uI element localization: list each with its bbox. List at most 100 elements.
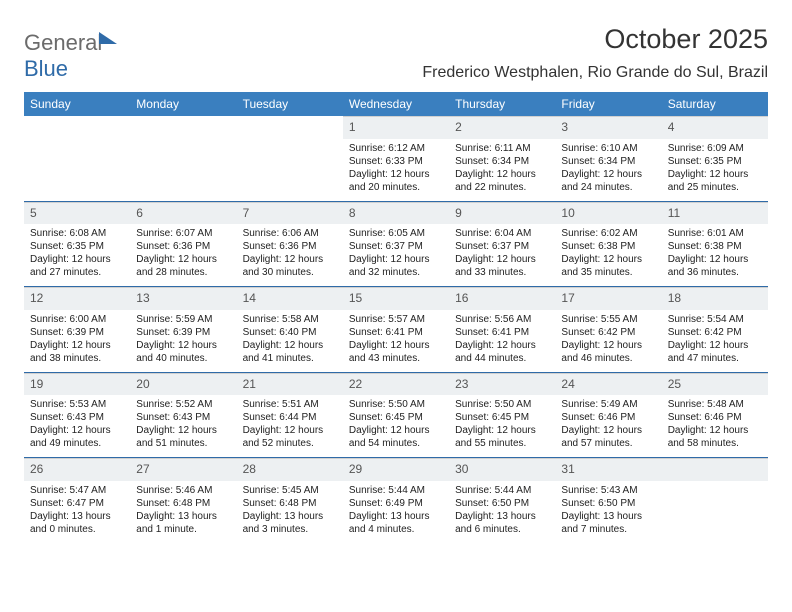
calendar-cell: 23Sunrise: 5:50 AMSunset: 6:45 PMDayligh… — [449, 372, 555, 458]
calendar-cell: 10Sunrise: 6:02 AMSunset: 6:38 PMDayligh… — [555, 201, 661, 287]
day-data: Sunrise: 5:56 AMSunset: 6:41 PMDaylight:… — [449, 310, 555, 372]
day-data: Sunrise: 5:57 AMSunset: 6:41 PMDaylight:… — [343, 310, 449, 372]
day-number: 5 — [24, 202, 130, 225]
day-number: 6 — [130, 202, 236, 225]
location-subtitle: Frederico Westphalen, Rio Grande do Sul,… — [422, 64, 768, 82]
day-number: 29 — [343, 458, 449, 481]
day-data: Sunrise: 6:08 AMSunset: 6:35 PMDaylight:… — [24, 224, 130, 286]
calendar-cell: 5Sunrise: 6:08 AMSunset: 6:35 PMDaylight… — [24, 201, 130, 287]
calendar-row: 5Sunrise: 6:08 AMSunset: 6:35 PMDaylight… — [24, 201, 768, 287]
calendar-cell: 16Sunrise: 5:56 AMSunset: 6:41 PMDayligh… — [449, 287, 555, 373]
day-number: 25 — [662, 373, 768, 396]
day-data: Sunrise: 6:12 AMSunset: 6:33 PMDaylight:… — [343, 139, 449, 201]
calendar-cell: 2Sunrise: 6:11 AMSunset: 6:34 PMDaylight… — [449, 116, 555, 201]
day-data: Sunrise: 5:50 AMSunset: 6:45 PMDaylight:… — [343, 395, 449, 457]
day-number: 30 — [449, 458, 555, 481]
day-data: Sunrise: 6:06 AMSunset: 6:36 PMDaylight:… — [237, 224, 343, 286]
day-number: 22 — [343, 373, 449, 396]
calendar-cell: 8Sunrise: 6:05 AMSunset: 6:37 PMDaylight… — [343, 201, 449, 287]
day-data: Sunrise: 5:46 AMSunset: 6:48 PMDaylight:… — [130, 481, 236, 543]
calendar-cell: 17Sunrise: 5:55 AMSunset: 6:42 PMDayligh… — [555, 287, 661, 373]
day-data: Sunrise: 5:59 AMSunset: 6:39 PMDaylight:… — [130, 310, 236, 372]
day-number: 20 — [130, 373, 236, 396]
day-number: 3 — [555, 116, 661, 139]
weekday-header: Sunday — [24, 92, 130, 116]
day-number: 26 — [24, 458, 130, 481]
day-data: Sunrise: 5:49 AMSunset: 6:46 PMDaylight:… — [555, 395, 661, 457]
day-data: Sunrise: 6:02 AMSunset: 6:38 PMDaylight:… — [555, 224, 661, 286]
day-number: 14 — [237, 287, 343, 310]
calendar-cell: 25Sunrise: 5:48 AMSunset: 6:46 PMDayligh… — [662, 372, 768, 458]
calendar-cell: 11Sunrise: 6:01 AMSunset: 6:38 PMDayligh… — [662, 201, 768, 287]
calendar-cell — [130, 116, 236, 201]
weekday-header: Wednesday — [343, 92, 449, 116]
day-number: 24 — [555, 373, 661, 396]
weekday-header: Thursday — [449, 92, 555, 116]
calendar-cell — [24, 116, 130, 201]
weekday-header: Tuesday — [237, 92, 343, 116]
day-number: 15 — [343, 287, 449, 310]
calendar-cell: 31Sunrise: 5:43 AMSunset: 6:50 PMDayligh… — [555, 458, 661, 543]
weekday-header: Monday — [130, 92, 236, 116]
day-number: 19 — [24, 373, 130, 396]
day-data: Sunrise: 6:04 AMSunset: 6:37 PMDaylight:… — [449, 224, 555, 286]
calendar-row: 1Sunrise: 6:12 AMSunset: 6:33 PMDaylight… — [24, 116, 768, 201]
day-number: 8 — [343, 202, 449, 225]
day-data: Sunrise: 6:09 AMSunset: 6:35 PMDaylight:… — [662, 139, 768, 201]
calendar-cell: 24Sunrise: 5:49 AMSunset: 6:46 PMDayligh… — [555, 372, 661, 458]
day-data: Sunrise: 6:01 AMSunset: 6:38 PMDaylight:… — [662, 224, 768, 286]
calendar-cell: 22Sunrise: 5:50 AMSunset: 6:45 PMDayligh… — [343, 372, 449, 458]
day-number: 9 — [449, 202, 555, 225]
day-number: 10 — [555, 202, 661, 225]
calendar-row: 19Sunrise: 5:53 AMSunset: 6:43 PMDayligh… — [24, 372, 768, 458]
day-number: 11 — [662, 202, 768, 225]
calendar-cell: 21Sunrise: 5:51 AMSunset: 6:44 PMDayligh… — [237, 372, 343, 458]
day-number: 12 — [24, 287, 130, 310]
day-data: Sunrise: 5:51 AMSunset: 6:44 PMDaylight:… — [237, 395, 343, 457]
day-data: Sunrise: 5:43 AMSunset: 6:50 PMDaylight:… — [555, 481, 661, 543]
weekday-header: Friday — [555, 92, 661, 116]
day-number: 31 — [555, 458, 661, 481]
calendar-cell: 18Sunrise: 5:54 AMSunset: 6:42 PMDayligh… — [662, 287, 768, 373]
day-number: 1 — [343, 116, 449, 139]
logo-text-gray: General — [24, 30, 102, 55]
calendar-cell: 30Sunrise: 5:44 AMSunset: 6:50 PMDayligh… — [449, 458, 555, 543]
calendar-cell: 15Sunrise: 5:57 AMSunset: 6:41 PMDayligh… — [343, 287, 449, 373]
day-number: 13 — [130, 287, 236, 310]
calendar-body: 1Sunrise: 6:12 AMSunset: 6:33 PMDaylight… — [24, 116, 768, 543]
calendar-cell: 3Sunrise: 6:10 AMSunset: 6:34 PMDaylight… — [555, 116, 661, 201]
calendar-cell: 29Sunrise: 5:44 AMSunset: 6:49 PMDayligh… — [343, 458, 449, 543]
day-data: Sunrise: 5:45 AMSunset: 6:48 PMDaylight:… — [237, 481, 343, 543]
day-number: 18 — [662, 287, 768, 310]
day-data: Sunrise: 5:58 AMSunset: 6:40 PMDaylight:… — [237, 310, 343, 372]
calendar-header-row: SundayMondayTuesdayWednesdayThursdayFrid… — [24, 92, 768, 116]
calendar-row: 12Sunrise: 6:00 AMSunset: 6:39 PMDayligh… — [24, 287, 768, 373]
day-data: Sunrise: 5:44 AMSunset: 6:50 PMDaylight:… — [449, 481, 555, 543]
day-data: Sunrise: 6:07 AMSunset: 6:36 PMDaylight:… — [130, 224, 236, 286]
day-data: Sunrise: 5:55 AMSunset: 6:42 PMDaylight:… — [555, 310, 661, 372]
calendar-cell: 19Sunrise: 5:53 AMSunset: 6:43 PMDayligh… — [24, 372, 130, 458]
calendar-cell: 4Sunrise: 6:09 AMSunset: 6:35 PMDaylight… — [662, 116, 768, 201]
logo: General Blue — [24, 30, 117, 82]
day-number: 23 — [449, 373, 555, 396]
day-number: 28 — [237, 458, 343, 481]
day-data: Sunrise: 5:50 AMSunset: 6:45 PMDaylight:… — [449, 395, 555, 457]
day-data: Sunrise: 6:00 AMSunset: 6:39 PMDaylight:… — [24, 310, 130, 372]
day-data: Sunrise: 5:52 AMSunset: 6:43 PMDaylight:… — [130, 395, 236, 457]
day-number: 4 — [662, 116, 768, 139]
day-number: 27 — [130, 458, 236, 481]
calendar-cell: 28Sunrise: 5:45 AMSunset: 6:48 PMDayligh… — [237, 458, 343, 543]
calendar-cell: 27Sunrise: 5:46 AMSunset: 6:48 PMDayligh… — [130, 458, 236, 543]
calendar-cell — [237, 116, 343, 201]
day-data: Sunrise: 5:47 AMSunset: 6:47 PMDaylight:… — [24, 481, 130, 543]
day-data: Sunrise: 6:05 AMSunset: 6:37 PMDaylight:… — [343, 224, 449, 286]
logo-text-blue: Blue — [24, 56, 68, 81]
calendar-table: SundayMondayTuesdayWednesdayThursdayFrid… — [24, 92, 768, 543]
day-data: Sunrise: 5:48 AMSunset: 6:46 PMDaylight:… — [662, 395, 768, 457]
logo-triangle-icon — [99, 32, 117, 44]
day-data: Sunrise: 5:44 AMSunset: 6:49 PMDaylight:… — [343, 481, 449, 543]
calendar-row: 26Sunrise: 5:47 AMSunset: 6:47 PMDayligh… — [24, 458, 768, 543]
calendar-cell: 20Sunrise: 5:52 AMSunset: 6:43 PMDayligh… — [130, 372, 236, 458]
calendar-cell: 1Sunrise: 6:12 AMSunset: 6:33 PMDaylight… — [343, 116, 449, 201]
day-data: Sunrise: 6:11 AMSunset: 6:34 PMDaylight:… — [449, 139, 555, 201]
